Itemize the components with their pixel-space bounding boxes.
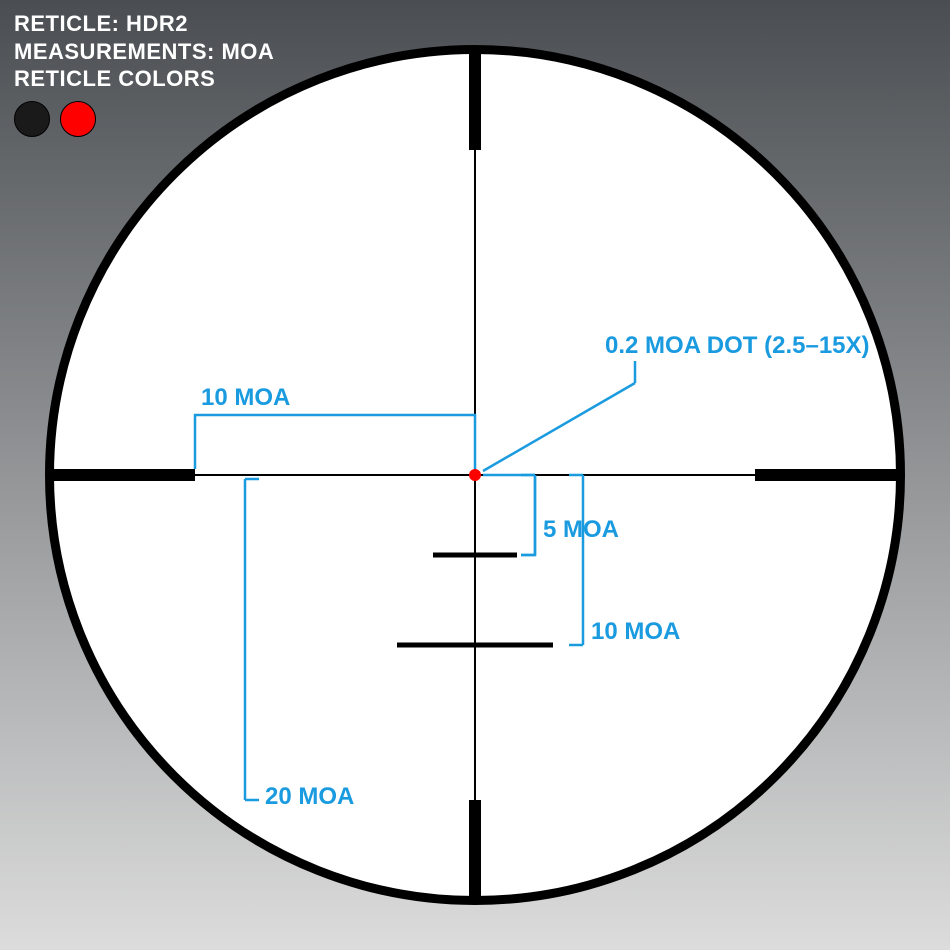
reticle-diagram: 10 MOA 0.2 MOA DOT (2.5–15X) 5 MOA 10 MOA 20…: [0, 0, 950, 950]
label-20moa: 20 MOA: [265, 783, 354, 810]
label-10moa-right: 10 MOA: [591, 618, 680, 645]
label-10moa-top: 10 MOA: [201, 384, 290, 411]
label-5moa: 5 MOA: [543, 516, 619, 543]
label-dot: 0.2 MOA DOT (2.5–15X): [605, 332, 870, 359]
